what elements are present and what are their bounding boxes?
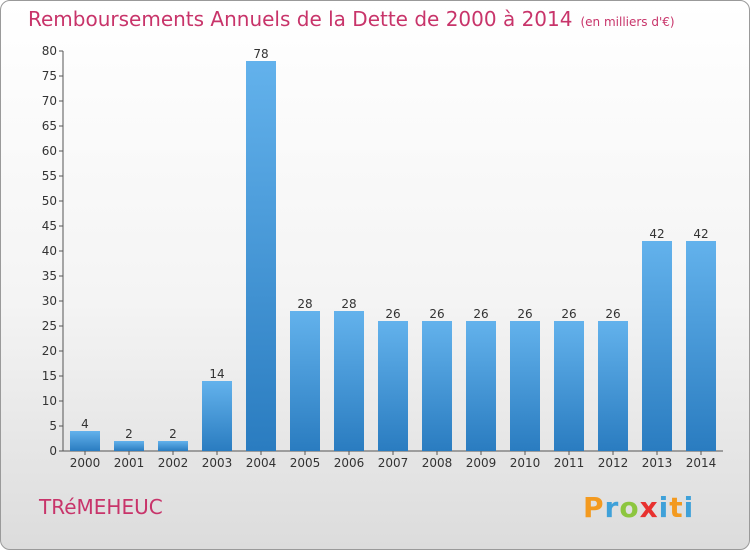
data-label: 2	[125, 427, 133, 441]
x-tick-label: 2006	[334, 456, 365, 470]
logo-letter: P	[583, 491, 605, 524]
y-tick-label: 45	[42, 219, 57, 233]
bar	[290, 311, 320, 451]
y-tick-label: 75	[42, 69, 57, 83]
data-label: 2	[169, 427, 177, 441]
y-tick-label: 5	[49, 419, 57, 433]
x-tick-label: 2004	[246, 456, 277, 470]
y-tick-label: 30	[42, 294, 57, 308]
x-tick-label: 2007	[378, 456, 409, 470]
data-label: 26	[429, 307, 444, 321]
bar	[246, 61, 276, 451]
logo-letter: t	[669, 491, 684, 524]
bar	[466, 321, 496, 451]
data-label: 28	[297, 297, 312, 311]
logo-letter: r	[604, 491, 620, 524]
proxiti-logo[interactable]: Proxiti	[583, 491, 694, 524]
title-text: Remboursements Annuels de la Dette de 20…	[28, 7, 573, 31]
bars	[70, 61, 716, 451]
data-label: 14	[209, 367, 224, 381]
bar	[158, 441, 188, 451]
logo-letter: i	[683, 491, 695, 524]
data-label: 28	[341, 297, 356, 311]
bar	[510, 321, 540, 451]
data-label: 26	[561, 307, 576, 321]
x-tick-label: 2000	[70, 456, 101, 470]
bar	[598, 321, 628, 451]
y-tick-label: 40	[42, 244, 57, 258]
x-tick-label: 2011	[554, 456, 585, 470]
logo-letter: i	[658, 491, 670, 524]
data-label: 26	[385, 307, 400, 321]
bar	[334, 311, 364, 451]
x-tick-label: 2010	[510, 456, 541, 470]
x-tick-label: 2012	[598, 456, 629, 470]
data-label: 42	[649, 227, 664, 241]
x-tick-label: 2009	[466, 456, 497, 470]
y-tick-label: 65	[42, 119, 57, 133]
bar	[686, 241, 716, 451]
y-tick-label: 10	[42, 394, 57, 408]
y-tick-label: 15	[42, 369, 57, 383]
y-tick-label: 20	[42, 344, 57, 358]
x-tick-label: 2013	[642, 456, 673, 470]
y-tick-label: 55	[42, 169, 57, 183]
x-tick-label: 2014	[686, 456, 717, 470]
y-tick-label: 80	[42, 44, 57, 58]
chart-title: Remboursements Annuels de la Dette de 20…	[28, 7, 675, 31]
x-tick-label: 2003	[202, 456, 233, 470]
commune-name: TRéMEHEUC	[39, 495, 163, 519]
bar	[70, 431, 100, 451]
x-axis: 2000 2001 2002 2003 2004 2005 2006 2007 2008 2009…	[63, 450, 723, 470]
data-label: 42	[693, 227, 708, 241]
y-axis: 0 5 10 15 20 25 30 35 40 45 50 55 60 65 70 75 80	[42, 44, 64, 458]
title-unit: (en milliers d'€)	[580, 15, 675, 29]
y-tick-label: 70	[42, 94, 57, 108]
x-tick-label: 2002	[158, 456, 189, 470]
data-label: 78	[253, 47, 268, 61]
x-tick-label: 2001	[114, 456, 145, 470]
y-tick-label: 60	[42, 144, 57, 158]
y-tick-label: 35	[42, 269, 57, 283]
bar	[422, 321, 452, 451]
x-tick-label: 2008	[422, 456, 453, 470]
x-tick-label: 2005	[290, 456, 321, 470]
data-label: 4	[81, 417, 89, 431]
y-tick-label: 50	[42, 194, 57, 208]
y-tick-label: 0	[49, 444, 57, 458]
logo-letter: x	[639, 491, 659, 524]
bar	[114, 441, 144, 451]
data-label: 26	[605, 307, 620, 321]
logo-letter: o	[619, 491, 640, 524]
bar	[202, 381, 232, 451]
data-label: 26	[473, 307, 488, 321]
bar	[554, 321, 584, 451]
y-tick-label: 25	[42, 319, 57, 333]
data-label: 26	[517, 307, 532, 321]
bar	[378, 321, 408, 451]
bar	[642, 241, 672, 451]
